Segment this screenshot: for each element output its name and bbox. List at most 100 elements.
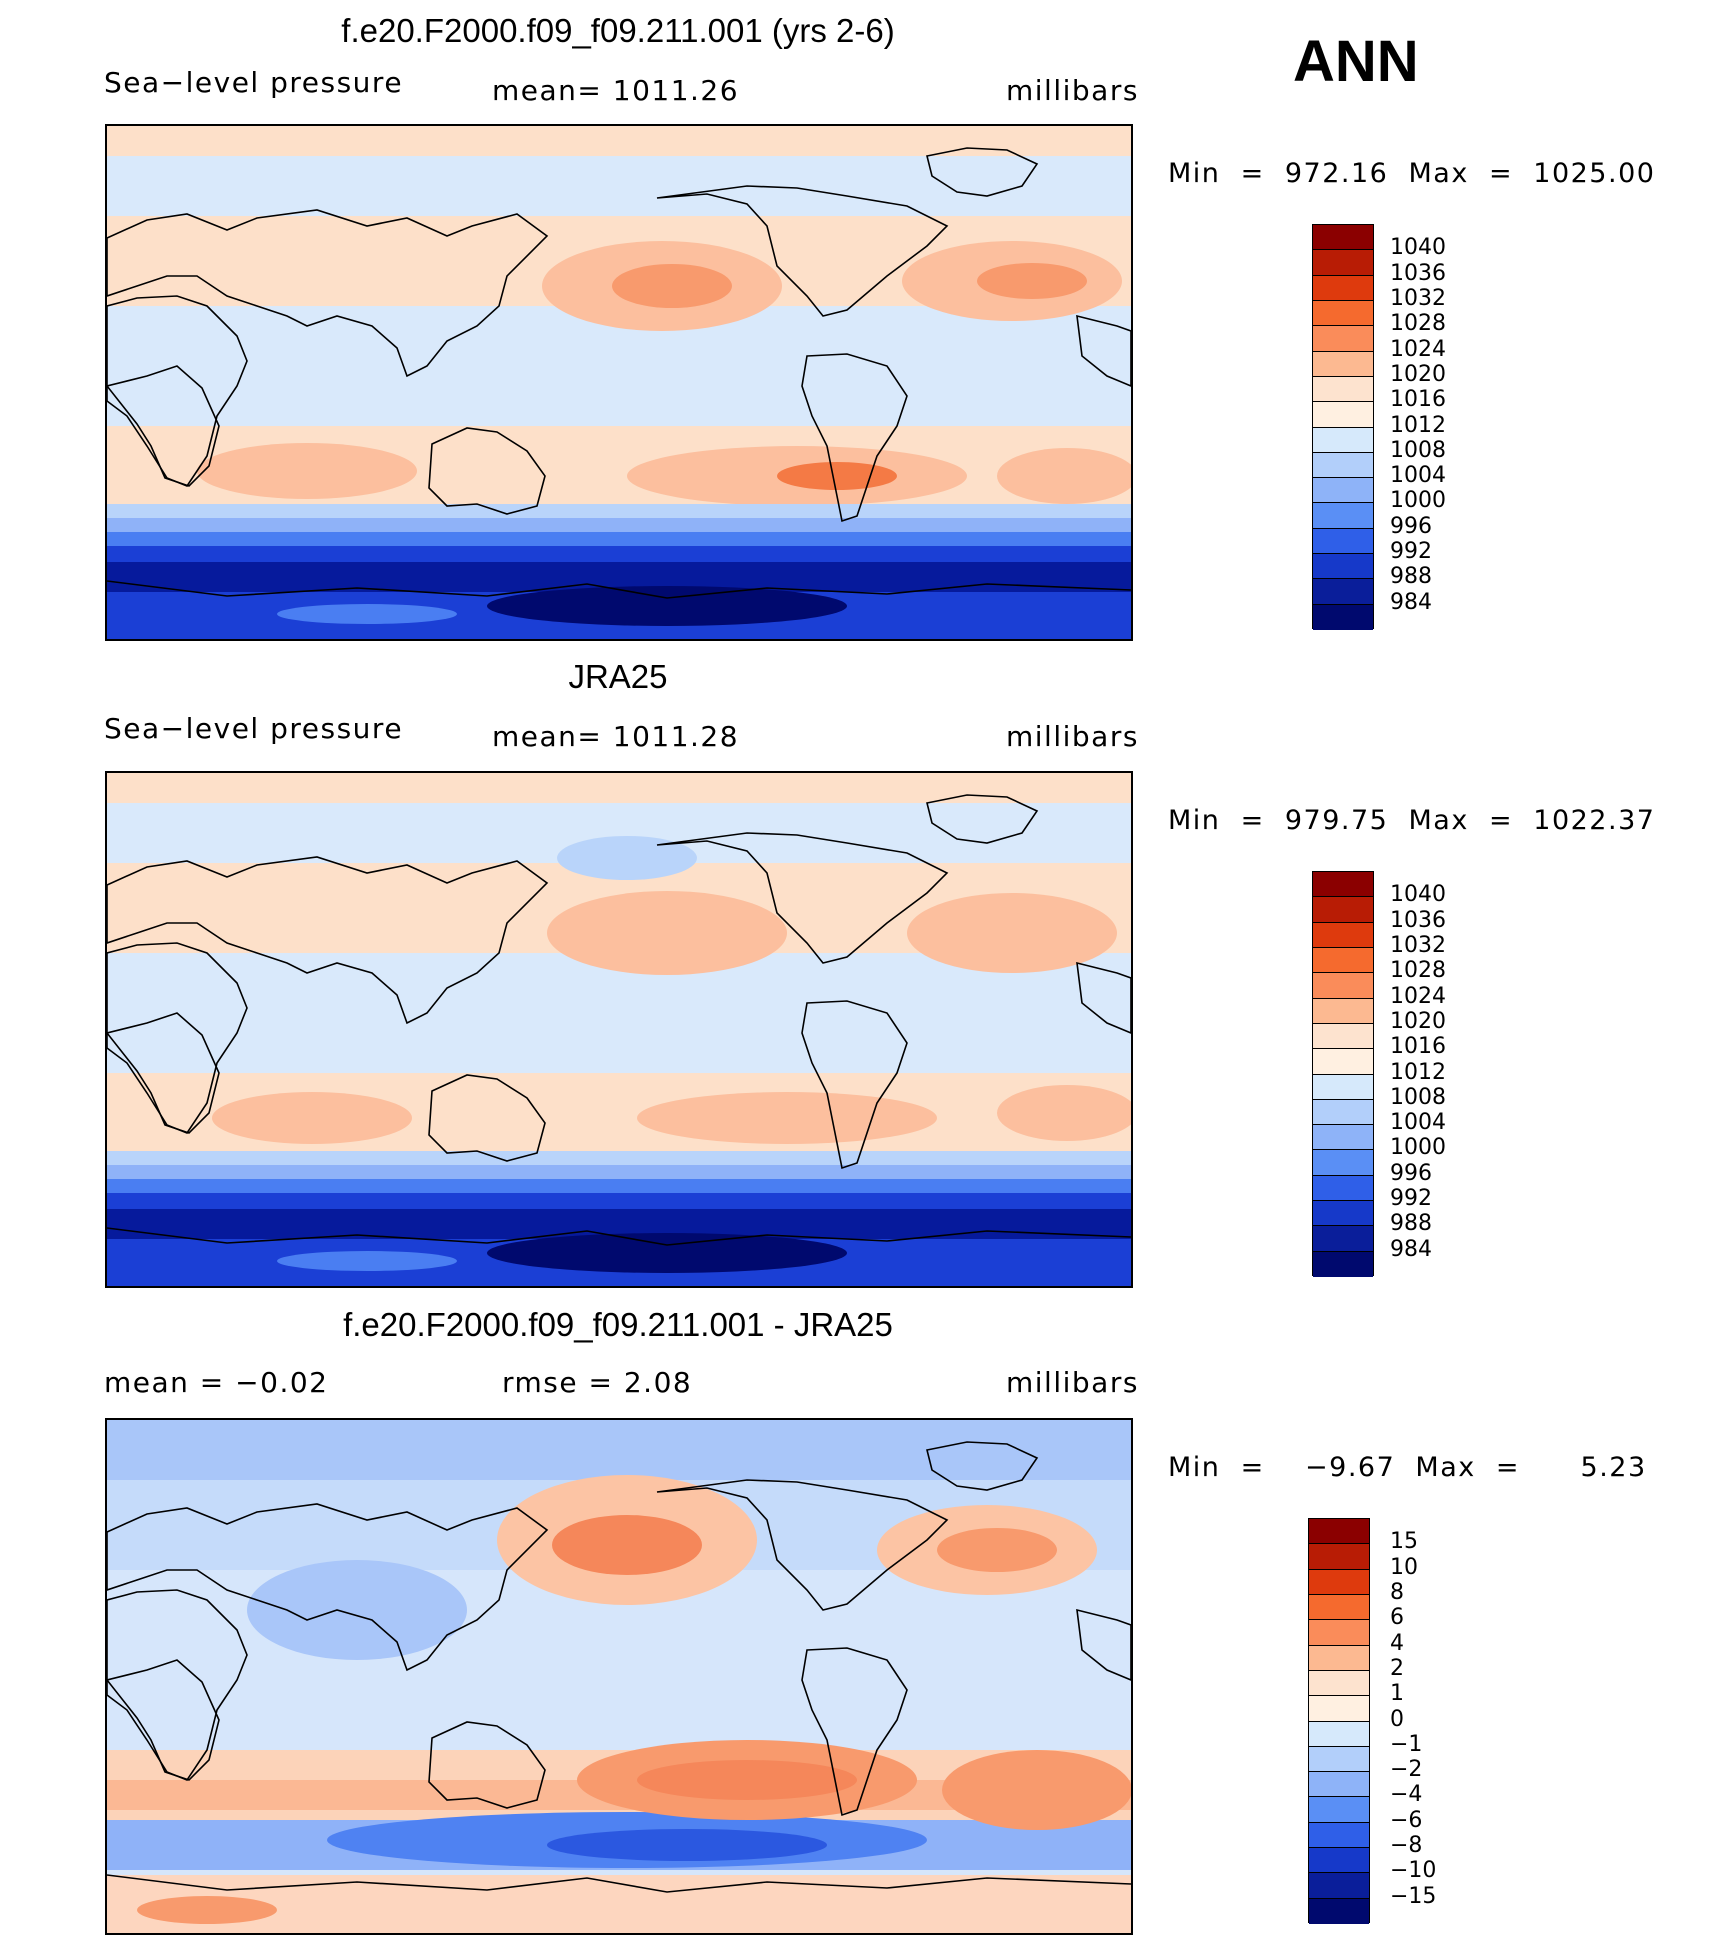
colorbar-tick-label: 1040 [1390,235,1446,261]
colorbar-tick-label: 0 [1390,1706,1404,1732]
colorbar-segment [1313,402,1373,428]
colorbar-segment [1309,1721,1369,1747]
colorbar-tick-label: −10 [1390,1858,1437,1884]
panel-2-title: JRA25 [568,658,668,695]
colorbar-tick-label: 1028 [1390,311,1446,337]
colorbar-segment [1313,478,1373,504]
panel-1-title: f.e20.F2000.f09_f09.211.001 (yrs 2-6) [341,12,895,49]
colorbar-segment [1313,225,1373,251]
colorbar-segment [1313,604,1373,630]
colorbar-segment [1313,300,1373,327]
panel-3-minmax: Min = −9.67 Max = 5.23 [1168,1452,1647,1483]
panel-1-colorbar [1312,224,1374,630]
colorbar-segment [1309,1696,1369,1722]
colorbar-segment [1313,376,1373,403]
colorbar-tick-label: 1020 [1390,1008,1446,1034]
colorbar-tick-label: 1 [1390,1681,1404,1707]
panel-3-rmse-label: rmse = 2.08 [502,1366,693,1399]
colorbar-tick-label: 1008 [1390,437,1446,463]
colorbar-tick-label: 1032 [1390,932,1446,958]
colorbar-segment [1313,947,1373,974]
colorbar-tick-label: 1040 [1390,882,1446,908]
colorbar-tick-label: 1020 [1390,361,1446,387]
colorbar-tick-label: −6 [1390,1807,1423,1833]
colorbar-tick-label: 984 [1390,1236,1432,1262]
panel-1-mean-label: mean= 1011.26 [492,74,740,107]
colorbar-segment [1313,922,1373,948]
colorbar-segment [1313,579,1373,605]
panel-2-colorbar [1312,871,1374,1277]
panel-1-map [105,124,1133,641]
colorbar-tick-label: −1 [1390,1731,1423,1757]
colorbar-segment [1313,1175,1373,1202]
colorbar-tick-label: 10 [1390,1554,1418,1580]
colorbar-tick-label: 1024 [1390,336,1446,362]
colorbar-tick-label: 4 [1390,1630,1404,1656]
colorbar-tick-label: 2 [1390,1655,1404,1681]
colorbar-segment [1313,1125,1373,1151]
colorbar-segment [1309,1873,1369,1899]
colorbar-tick-label: 1012 [1390,412,1446,438]
colorbar-segment [1313,973,1373,999]
colorbar-segment [1313,250,1373,276]
colorbar-tick-label: 1000 [1390,1135,1446,1161]
colorbar-tick-label: 996 [1390,1160,1432,1186]
colorbar-tick-label: 988 [1390,1211,1432,1237]
colorbar-tick-label: −2 [1390,1757,1423,1783]
colorbar-tick-label: 996 [1390,513,1432,539]
colorbar-tick-label: 1000 [1390,488,1446,514]
colorbar-tick-label: 8 [1390,1579,1404,1605]
colorbar-segment [1313,1150,1373,1176]
colorbar-tick-label: 1016 [1390,387,1446,413]
colorbar-segment [1309,1746,1369,1773]
colorbar-tick-label: 1036 [1390,260,1446,286]
colorbar-segment [1313,528,1373,555]
colorbar-segment [1313,872,1373,898]
colorbar-segment [1309,1848,1369,1874]
colorbar-tick-label: 1004 [1390,463,1446,489]
colorbar-tick-label: 15 [1390,1529,1418,1555]
colorbar-segment [1309,1544,1369,1570]
colorbar-segment [1313,1251,1373,1277]
panel-3-mean-label: mean = −0.02 [104,1366,329,1399]
colorbar-segment [1309,1645,1369,1671]
colorbar-tick-label: −8 [1390,1833,1423,1859]
colorbar-segment [1313,1201,1373,1227]
panel-3-title: f.e20.F2000.f09_f09.211.001 - JRA25 [343,1306,893,1343]
colorbar-segment [1309,1569,1369,1595]
panel-1-variable-label: Sea−level pressure [104,66,404,99]
colorbar-tick-label: 992 [1390,1186,1432,1212]
colorbar-tick-label: 1012 [1390,1059,1446,1085]
colorbar-segment [1309,1594,1369,1621]
colorbar-segment [1313,326,1373,352]
panel-2-units-label: millibars [1006,720,1139,753]
colorbar-tick-label: 988 [1390,564,1432,590]
colorbar-segment [1313,503,1373,529]
colorbar-segment [1313,1226,1373,1252]
colorbar-tick-label: 1036 [1390,907,1446,933]
colorbar-segment [1309,1620,1369,1646]
panel-2-mean-label: mean= 1011.28 [492,720,740,753]
colorbar-segment [1309,1822,1369,1849]
colorbar-segment [1313,1074,1373,1100]
colorbar-segment [1313,452,1373,479]
colorbar-tick-label: −4 [1390,1782,1423,1808]
colorbar-segment [1313,998,1373,1024]
colorbar-tick-label: 1028 [1390,958,1446,984]
colorbar-segment [1313,351,1373,377]
colorbar-tick-label: −15 [1390,1883,1437,1909]
season-title: ANN [1293,29,1419,94]
colorbar-segment [1313,427,1373,453]
colorbar-segment [1313,554,1373,580]
panel-1-units-label: millibars [1006,74,1139,107]
panel-2-map [105,771,1133,1288]
colorbar-tick-label: 1008 [1390,1084,1446,1110]
colorbar-tick-label: 1032 [1390,285,1446,311]
colorbar-segment [1313,1023,1373,1050]
colorbar-segment [1313,897,1373,923]
colorbar-segment [1309,1797,1369,1823]
panel-1-minmax: Min = 972.16 Max = 1025.00 [1168,158,1656,189]
panel-3-units-label: millibars [1006,1366,1139,1399]
colorbar-tick-label: 992 [1390,539,1432,565]
panel-2-minmax: Min = 979.75 Max = 1022.37 [1168,805,1656,836]
